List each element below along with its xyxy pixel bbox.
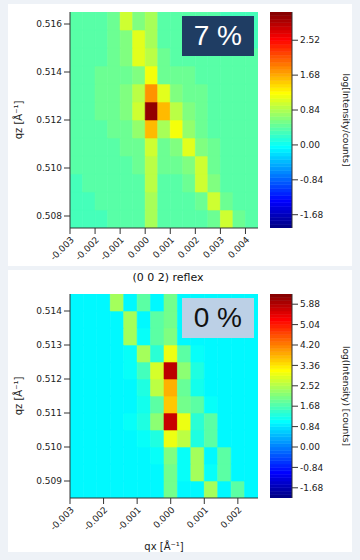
svg-text:3.36: 3.36 bbox=[300, 361, 320, 371]
svg-text:qx [Å⁻¹]: qx [Å⁻¹] bbox=[144, 540, 183, 552]
svg-text:log[Intensity/counts]: log[Intensity/counts] bbox=[341, 73, 351, 166]
svg-text:-0.002: -0.002 bbox=[73, 235, 101, 263]
svg-text:5.88: 5.88 bbox=[300, 299, 320, 309]
svg-text:2.52: 2.52 bbox=[300, 381, 320, 391]
svg-text:0.512: 0.512 bbox=[36, 374, 62, 384]
svg-text:log(Intensity) [counts]: log(Intensity) [counts] bbox=[341, 346, 351, 446]
svg-text:0.002: 0.002 bbox=[176, 235, 201, 260]
html-text:0 %: 0 % bbox=[193, 302, 242, 333]
svg-text:4.20: 4.20 bbox=[300, 340, 320, 350]
svg-text:0.508: 0.508 bbox=[36, 211, 62, 221]
svg-text:-0.002: -0.002 bbox=[82, 505, 110, 533]
svg-text:5.04: 5.04 bbox=[300, 320, 320, 330]
svg-text:0.511: 0.511 bbox=[36, 408, 62, 418]
svg-text:1.68: 1.68 bbox=[300, 70, 320, 80]
svg-text:1.68: 1.68 bbox=[300, 401, 320, 411]
svg-text:0.00: 0.00 bbox=[300, 140, 320, 150]
svg-text:0.514: 0.514 bbox=[36, 67, 62, 77]
svg-text:0.84: 0.84 bbox=[300, 105, 320, 115]
svg-text:0.509: 0.509 bbox=[36, 476, 62, 486]
svg-text:0.516: 0.516 bbox=[36, 19, 62, 29]
svg-text:0.003: 0.003 bbox=[201, 235, 226, 260]
svg-text:0.001: 0.001 bbox=[185, 505, 210, 530]
svg-text:0.512: 0.512 bbox=[36, 115, 62, 125]
svg-text:-1.68: -1.68 bbox=[300, 483, 324, 493]
svg-text:2.52: 2.52 bbox=[300, 35, 320, 45]
svg-text:0.002: 0.002 bbox=[218, 505, 243, 530]
svg-text:0.001: 0.001 bbox=[151, 235, 176, 260]
svg-text:0.000: 0.000 bbox=[151, 505, 176, 530]
svg-text:0.00: 0.00 bbox=[300, 442, 320, 452]
svg-text:-0.001: -0.001 bbox=[115, 505, 143, 533]
svg-text:-1.68: -1.68 bbox=[300, 210, 324, 220]
svg-text:-0.003: -0.003 bbox=[48, 235, 76, 263]
svg-text:qz [Å⁻¹]: qz [Å⁻¹] bbox=[12, 377, 24, 416]
svg-text:0.510: 0.510 bbox=[36, 163, 62, 173]
svg-text:-0.001: -0.001 bbox=[98, 235, 126, 263]
svg-text:0.510: 0.510 bbox=[36, 442, 62, 452]
svg-text:-0.003: -0.003 bbox=[48, 505, 76, 533]
svg-text:qz [Å⁻¹]: qz [Å⁻¹] bbox=[12, 101, 24, 140]
svg-text:-0.84: -0.84 bbox=[300, 175, 324, 185]
svg-text:0.84: 0.84 bbox=[300, 422, 320, 432]
svg-text:0.513: 0.513 bbox=[36, 340, 62, 350]
html-text:(0 0 2) reflex: (0 0 2) reflex bbox=[132, 271, 204, 284]
html-text:7 %: 7 % bbox=[193, 20, 242, 51]
svg-text:0.514: 0.514 bbox=[36, 306, 62, 316]
svg-text:0.004: 0.004 bbox=[226, 235, 251, 260]
svg-text:0.000: 0.000 bbox=[126, 235, 151, 260]
svg-text:-0.84: -0.84 bbox=[300, 463, 324, 473]
